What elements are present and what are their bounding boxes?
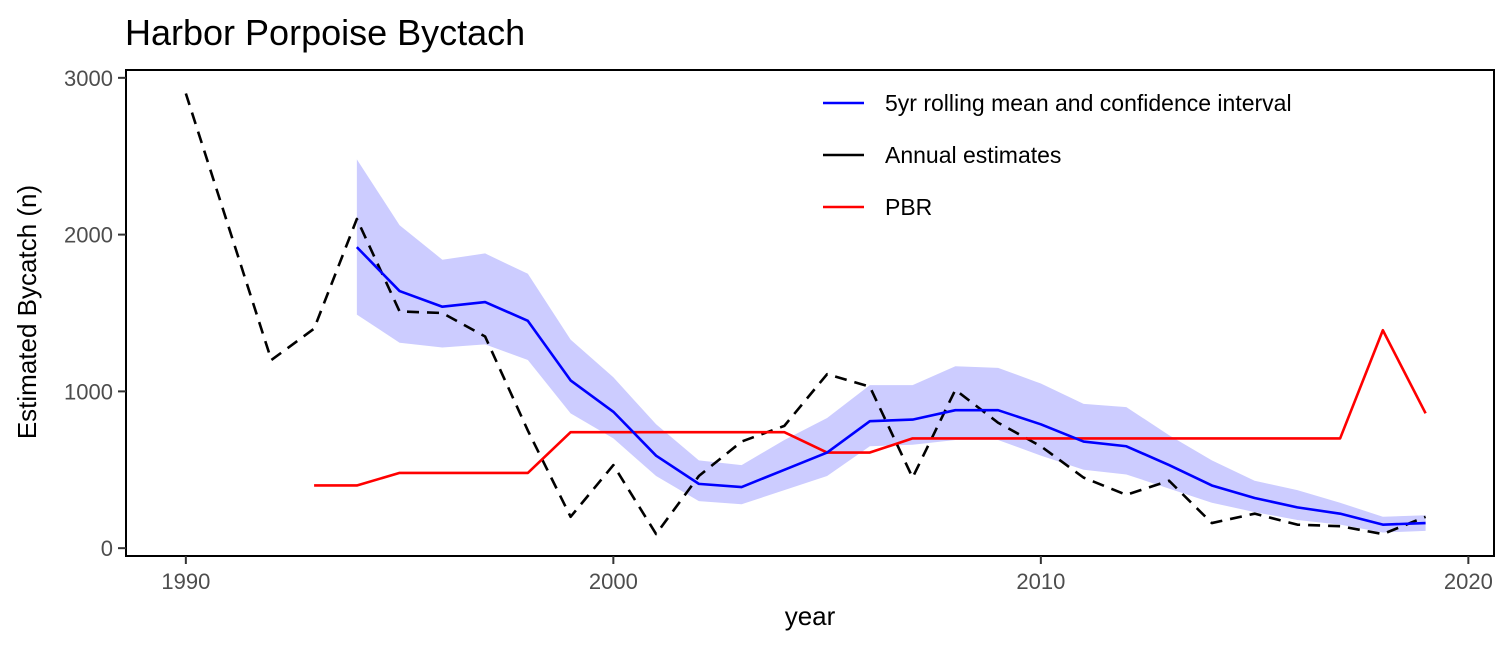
legend-label-annual-estimates: Annual estimates [885, 142, 1061, 168]
legend-label-pbr: PBR [885, 194, 932, 220]
x-tick-label: 2010 [1016, 569, 1065, 594]
pbr-line [314, 328, 1427, 487]
y-tick-label: 1000 [64, 379, 113, 404]
x-axis-title: year [785, 601, 836, 631]
y-tick-label: 3000 [64, 66, 113, 91]
y-tick-label: 2000 [64, 223, 113, 248]
legend-label-rolling-mean: 5yr rolling mean and confidence interval [885, 90, 1292, 116]
legend-background [802, 71, 1368, 245]
plot-panel-border [125, 69, 1495, 557]
x-tick-label: 2000 [589, 569, 638, 594]
legend: 5yr rolling mean and confidence interval… [802, 71, 1368, 245]
chart-title: Harbor Porpoise Byctach [125, 12, 525, 53]
x-tick-label: 1990 [161, 569, 210, 594]
series-lines-layer [184, 93, 1427, 536]
axes-layer: 1990 2000 2010 2020 0 1000 2000 3000 [64, 66, 1493, 594]
rolling-mean-line [355, 246, 1426, 526]
y-tick-label: 0 [101, 536, 113, 561]
y-axis-title: Estimated Bycatch (n) [12, 185, 42, 439]
annual-estimates-line [184, 93, 1427, 536]
x-tick-label: 2020 [1444, 569, 1493, 594]
